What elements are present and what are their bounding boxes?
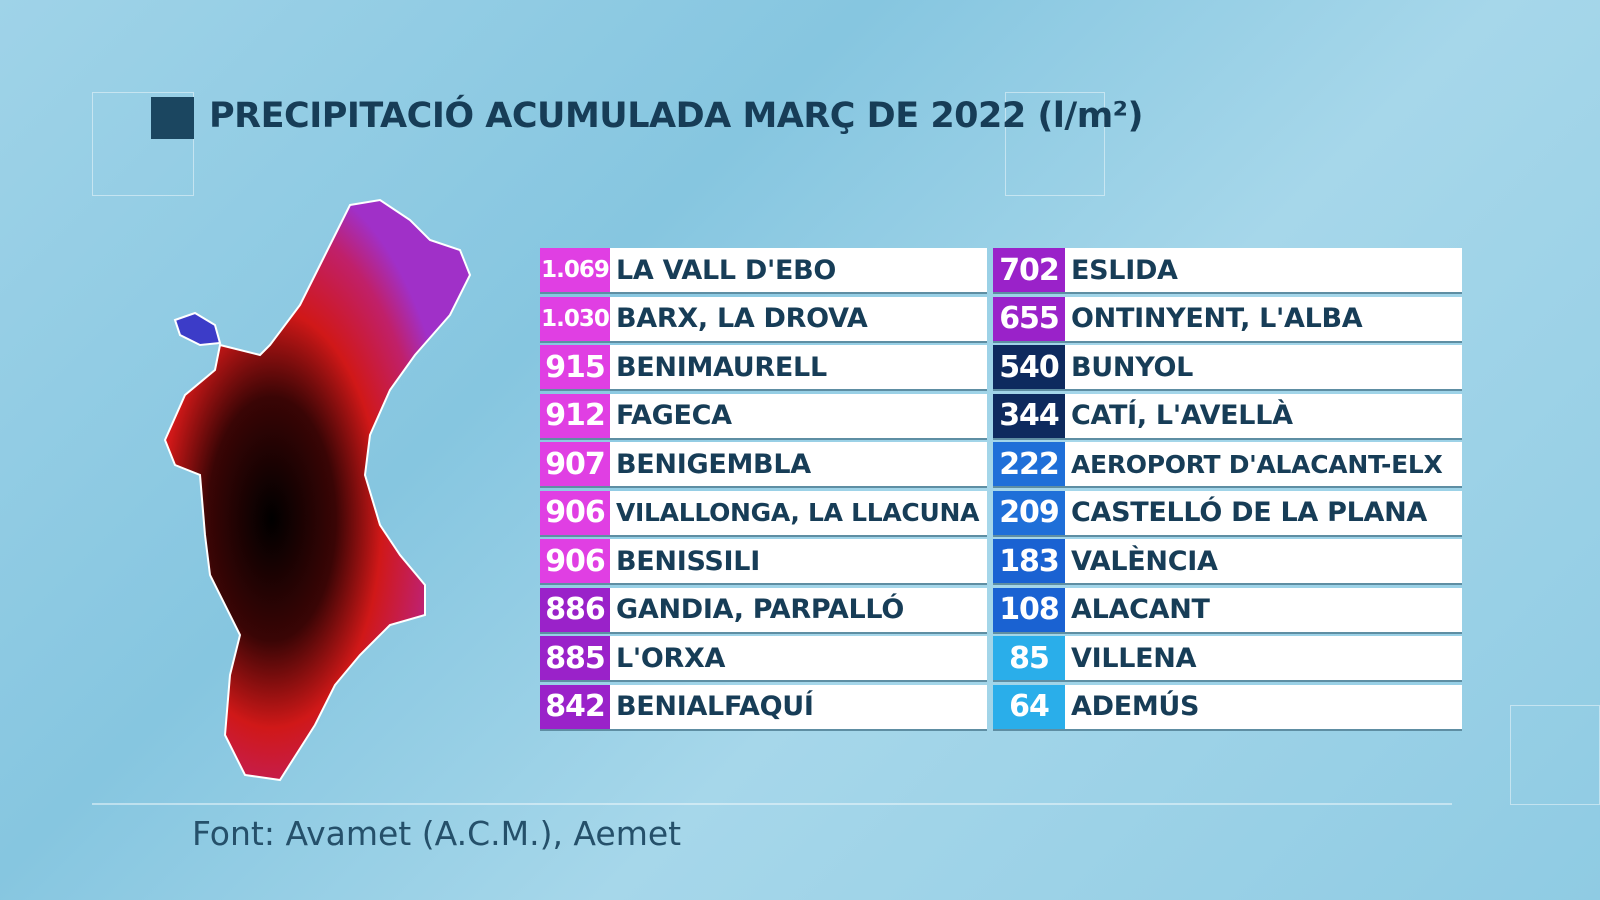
location-name: VALÈNCIA xyxy=(1071,545,1218,577)
table-row: 222 AEROPORT D'ALACANT-ELX xyxy=(993,442,1462,486)
precipitation-value: 64 xyxy=(993,684,1065,729)
location-name: BARX, LA DROVA xyxy=(616,303,868,334)
table-row: 344 CATÍ, L'AVELLÀ xyxy=(993,393,1462,438)
precipitation-value: 540 xyxy=(993,345,1065,389)
table-row: 655 ONTINYENT, L'ALBA xyxy=(993,296,1462,341)
precipitation-map xyxy=(163,198,472,782)
location-name: CASTELLÓ DE LA PLANA xyxy=(1071,497,1427,528)
table-row: 64 ADEMÚS xyxy=(993,684,1462,729)
location-name: AEROPORT D'ALACANT-ELX xyxy=(1071,449,1443,479)
location-name: VILALLONGA, LA LLACUNA xyxy=(616,498,980,527)
location-name: BENIMAURELL xyxy=(616,351,827,383)
table-row: 85 VILLENA xyxy=(993,636,1462,680)
table-row: 1.069 LA VALL D'EBO xyxy=(540,248,987,292)
region-shape xyxy=(163,198,472,782)
table-row: 108 ALACANT xyxy=(993,587,1462,632)
table-row: 912 FAGECA xyxy=(540,393,987,438)
table-row: 183 VALÈNCIA xyxy=(993,539,1462,583)
location-name: BENIGEMBLA xyxy=(616,448,811,480)
location-name: FAGECA xyxy=(616,400,732,431)
table-row: 540 BUNYOL xyxy=(993,345,1462,389)
precipitation-value: 1.069 xyxy=(540,248,610,292)
location-name: LA VALL D'EBO xyxy=(616,254,837,286)
precipitation-value: 912 xyxy=(540,393,610,438)
table-row: 885 L'ORXA xyxy=(540,636,987,680)
location-name: BENIALFAQUÍ xyxy=(616,691,814,722)
decor-frame xyxy=(1510,705,1600,805)
precipitation-value: 906 xyxy=(540,490,610,535)
location-name: L'ORXA xyxy=(616,642,726,674)
location-name: ESLIDA xyxy=(1071,254,1178,286)
location-name: BENISSILI xyxy=(616,545,760,577)
precipitation-value: 906 xyxy=(540,539,610,583)
location-name: ALACANT xyxy=(1071,594,1210,625)
location-name: ONTINYENT, L'ALBA xyxy=(1071,303,1363,334)
title-marker xyxy=(151,97,194,139)
table-row: 842 BENIALFAQUÍ xyxy=(540,684,987,729)
precipitation-value: 842 xyxy=(540,684,610,729)
table-row: 915 BENIMAURELL xyxy=(540,345,987,389)
table-row: 702 ESLIDA xyxy=(993,248,1462,292)
location-name: ADEMÚS xyxy=(1071,691,1200,722)
table-row: 906 BENISSILI xyxy=(540,539,987,583)
decor-frame xyxy=(1005,92,1105,196)
precipitation-value: 907 xyxy=(540,442,610,486)
table-row: 886 GANDIA, PARPALLÓ xyxy=(540,587,987,632)
precipitation-value: 655 xyxy=(993,296,1065,341)
decor-frame xyxy=(92,803,1452,805)
precipitation-value: 209 xyxy=(993,490,1065,535)
table-row: 906 VILALLONGA, LA LLACUNA xyxy=(540,490,987,535)
location-name: GANDIA, PARPALLÓ xyxy=(616,594,904,625)
precipitation-value: 885 xyxy=(540,636,610,680)
precipitation-value: 108 xyxy=(993,587,1065,632)
precipitation-value: 886 xyxy=(540,587,610,632)
rincon-ademuz-shape xyxy=(173,311,222,347)
precipitation-value: 1.030 xyxy=(540,296,610,341)
location-name: BUNYOL xyxy=(1071,351,1194,383)
table-row: 209 CASTELLÓ DE LA PLANA xyxy=(993,490,1462,535)
source-caption: Font: Avamet (A.C.M.), Aemet xyxy=(192,814,682,853)
page-title: PRECIPITACIÓ ACUMULADA MARÇ DE 2022 (l/m… xyxy=(209,96,1144,136)
decor-frame xyxy=(92,92,194,196)
location-name: VILLENA xyxy=(1071,642,1197,674)
precipitation-value: 702 xyxy=(993,248,1065,292)
precipitation-value: 915 xyxy=(540,345,610,389)
precipitation-value: 344 xyxy=(993,393,1065,438)
table-row: 907 BENIGEMBLA xyxy=(540,442,987,486)
table-row: 1.030 BARX, LA DROVA xyxy=(540,296,987,341)
precipitation-value: 183 xyxy=(993,539,1065,583)
location-name: CATÍ, L'AVELLÀ xyxy=(1071,400,1293,431)
precipitation-value: 222 xyxy=(993,442,1065,486)
precipitation-value: 85 xyxy=(993,636,1065,680)
